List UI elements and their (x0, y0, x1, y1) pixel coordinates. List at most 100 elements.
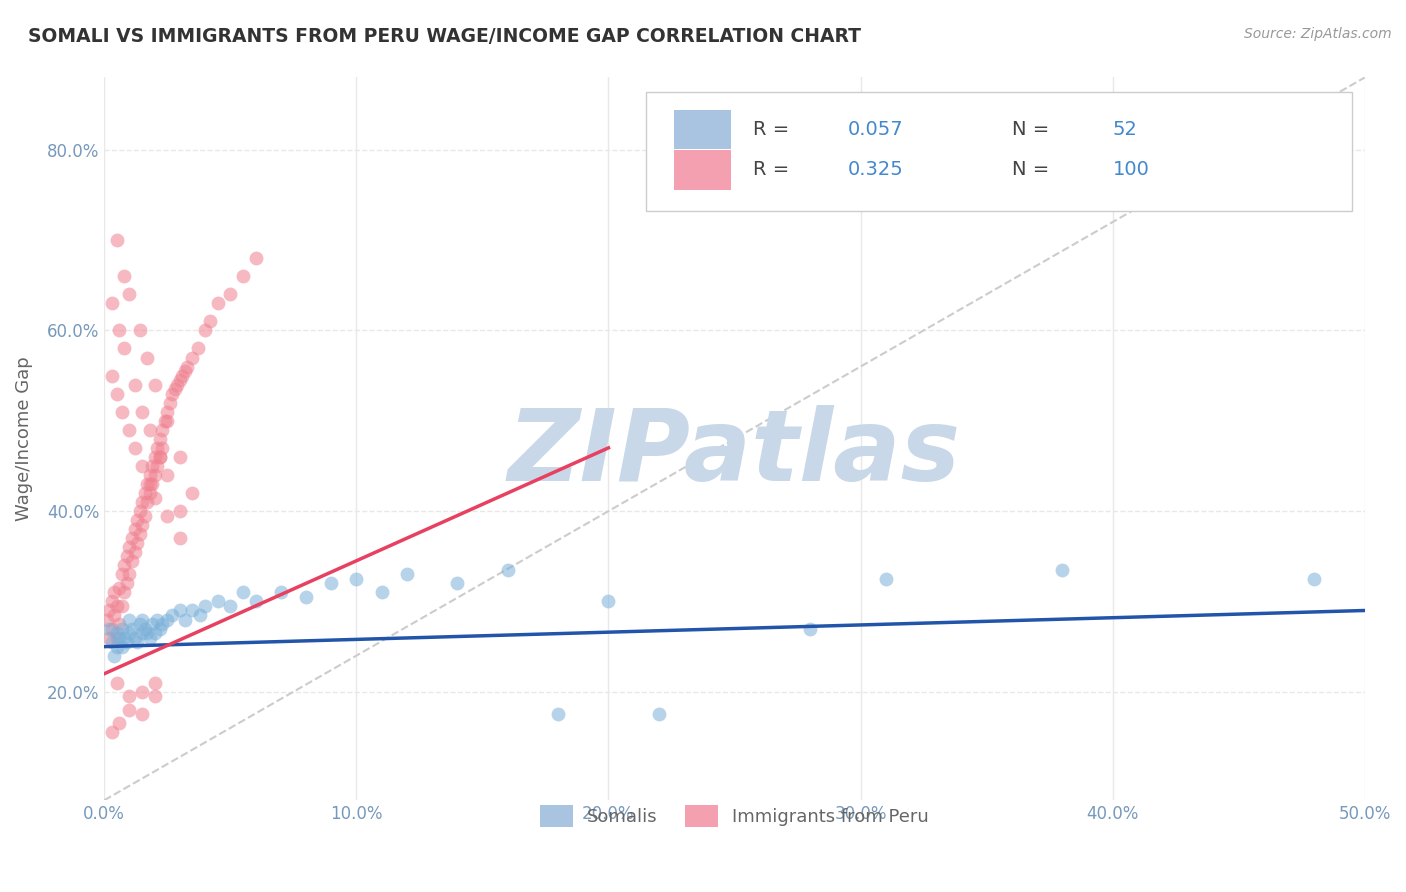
Point (181, 351, 204, 365)
Point (169, 603, 191, 617)
Point (232, 269, 254, 284)
Text: ZIPatlas: ZIPatlas (508, 405, 962, 502)
Point (121, 554, 143, 568)
Point (118, 423, 141, 437)
Point (136, 626, 159, 640)
Point (118, 703, 141, 717)
Point (105, 626, 128, 640)
Point (648, 707, 671, 722)
Point (162, 607, 184, 622)
Point (112, 558, 135, 573)
Point (115, 549, 138, 564)
Point (162, 386, 184, 401)
Point (111, 599, 134, 613)
Point (875, 572, 897, 586)
Point (150, 617, 173, 632)
Text: 52: 52 (1112, 120, 1137, 139)
Point (194, 323, 217, 337)
Legend: Somalis, Immigrants from Peru: Somalis, Immigrants from Peru (533, 798, 936, 835)
Point (799, 622, 821, 636)
Point (344, 572, 367, 586)
Point (141, 617, 163, 632)
Point (124, 377, 146, 392)
Point (150, 423, 173, 437)
Point (121, 622, 143, 636)
Point (124, 522, 146, 536)
Point (111, 405, 134, 419)
Point (118, 613, 141, 627)
Point (103, 607, 125, 622)
Point (105, 386, 128, 401)
Point (134, 622, 156, 636)
Point (232, 585, 254, 599)
Point (156, 405, 179, 419)
FancyBboxPatch shape (673, 150, 731, 190)
Point (101, 296, 124, 310)
Point (105, 233, 128, 247)
Point (112, 269, 135, 284)
Point (156, 613, 179, 627)
Point (395, 567, 418, 582)
Point (111, 622, 134, 636)
Point (108, 631, 131, 645)
Point (98, 631, 121, 645)
Point (108, 323, 131, 337)
Point (115, 635, 138, 649)
Point (143, 450, 166, 464)
Point (198, 314, 221, 328)
Point (125, 513, 148, 527)
Point (156, 467, 179, 482)
Point (149, 432, 172, 446)
Point (153, 414, 176, 428)
Point (136, 495, 159, 509)
Point (149, 450, 172, 464)
Text: 100: 100 (1112, 161, 1150, 179)
Point (118, 541, 141, 555)
Point (321, 576, 343, 591)
Point (146, 613, 169, 627)
Point (143, 467, 166, 482)
Point (149, 450, 172, 464)
Point (174, 364, 197, 378)
Point (188, 607, 211, 622)
Point (125, 635, 148, 649)
Point (219, 599, 242, 613)
Point (98, 603, 121, 617)
Point (496, 563, 519, 577)
Point (143, 377, 166, 392)
Point (134, 508, 156, 523)
Point (131, 517, 153, 532)
Point (1052, 563, 1074, 577)
Point (149, 622, 172, 636)
Point (121, 531, 143, 545)
Point (124, 631, 146, 645)
Point (138, 631, 160, 645)
Point (103, 585, 125, 599)
Point (143, 626, 166, 640)
Point (103, 648, 125, 663)
Point (108, 581, 131, 595)
Point (131, 613, 153, 627)
Point (163, 382, 186, 396)
Point (194, 599, 217, 613)
Point (181, 486, 204, 500)
Point (156, 414, 179, 428)
Point (108, 716, 131, 731)
Point (141, 477, 163, 491)
Point (118, 287, 141, 301)
Point (128, 504, 150, 518)
FancyBboxPatch shape (647, 92, 1353, 211)
Point (96, 613, 118, 627)
Point (219, 287, 242, 301)
Point (105, 631, 128, 645)
Point (245, 251, 267, 265)
Point (131, 626, 153, 640)
Point (111, 567, 134, 582)
Point (115, 576, 138, 591)
Point (111, 640, 134, 654)
Point (105, 599, 128, 613)
Point (136, 477, 159, 491)
Point (166, 377, 188, 392)
Point (138, 467, 160, 482)
Point (101, 635, 124, 649)
